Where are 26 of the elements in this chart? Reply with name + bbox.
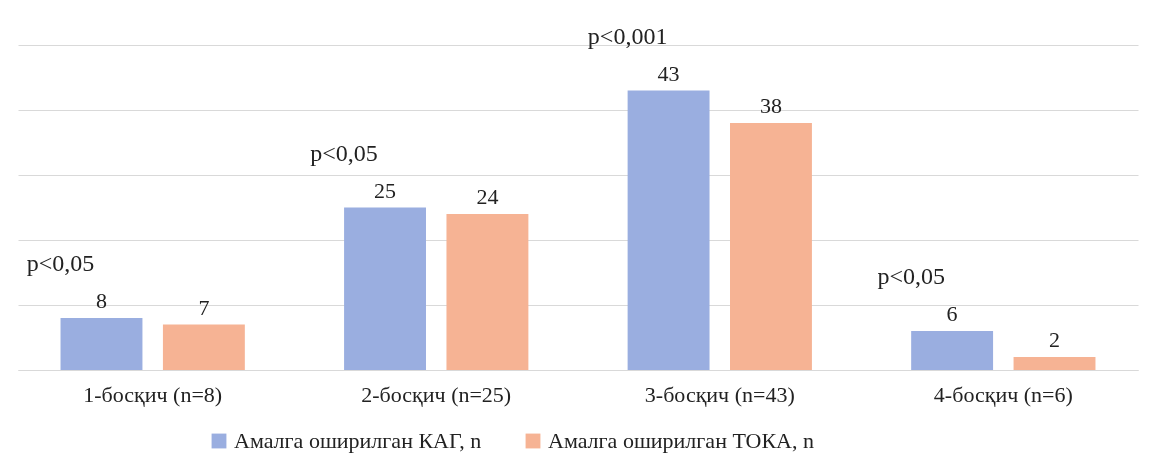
data-label: 43 xyxy=(657,60,680,86)
data-label: 6 xyxy=(946,301,958,326)
bar xyxy=(627,90,710,370)
x-tick-label: 2-босқич (n=25) xyxy=(361,381,512,407)
data-label: 7 xyxy=(198,294,210,320)
annotation: p<0,05 xyxy=(310,139,378,166)
data-label: 38 xyxy=(759,93,782,118)
x-tick-label: 3-босқич (n=43) xyxy=(644,381,795,407)
bar xyxy=(344,207,426,370)
x-tick-label: 4-босқич (n=6) xyxy=(933,381,1073,407)
data-label: 24 xyxy=(476,184,499,209)
data-label: 25 xyxy=(374,177,397,203)
bar xyxy=(162,324,245,370)
legend-label: Амалга оширилган КАГ, n xyxy=(234,428,482,453)
bar xyxy=(60,318,143,370)
annotation: p<0,001 xyxy=(587,22,668,49)
data-label: 8 xyxy=(95,288,107,313)
bar xyxy=(446,214,529,370)
data-label: 2 xyxy=(1049,327,1061,352)
x-tick-label: 1-босқич (n=8) xyxy=(83,381,223,407)
bar xyxy=(911,331,994,370)
legend-label: Амалга оширилган ТОКА, n xyxy=(548,428,815,453)
bar xyxy=(1013,357,1096,370)
annotation: p<0,05 xyxy=(26,250,95,276)
annotation: p<0,05 xyxy=(877,263,945,289)
bar xyxy=(730,123,812,370)
